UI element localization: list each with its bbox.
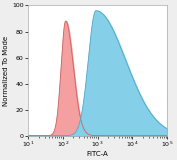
Y-axis label: Normalized To Mode: Normalized To Mode — [4, 36, 10, 106]
X-axis label: FITC-A: FITC-A — [87, 151, 109, 156]
